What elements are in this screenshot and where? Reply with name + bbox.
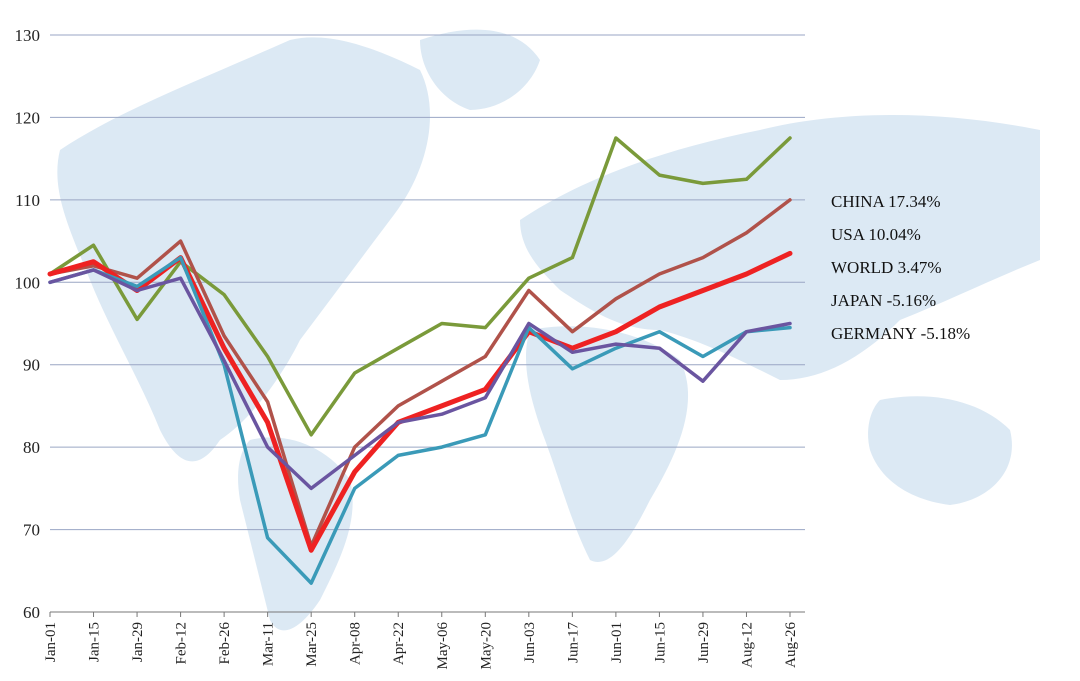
legend-item-usa: USA 10.04% <box>831 225 921 244</box>
x-tick-label: Aug-26 <box>783 622 799 668</box>
x-tick-label: Jun-01 <box>609 622 625 663</box>
series-line-japan <box>48 255 792 585</box>
x-tick-label: Aug-12 <box>739 622 755 668</box>
y-tick-label: 90 <box>23 356 40 375</box>
legend: CHINA 17.34% USA 10.04% WORLD 3.47% JAPAN -… <box>831 192 970 343</box>
y-tick-label: 110 <box>15 191 40 210</box>
x-tick-label: Mar-25 <box>304 622 320 667</box>
x-tick-label: May-20 <box>478 622 494 670</box>
x-axis-ticks: Jan-01 Jan-15 Jan-29 Feb-12 Feb-26 Mar-11 Mar-… <box>43 612 799 670</box>
series-line-usa <box>48 198 792 548</box>
x-tick-label: Jun-17 <box>565 622 581 663</box>
legend-item-japan: JAPAN -5.16% <box>831 291 936 310</box>
x-tick-label: Mar-11 <box>261 622 277 666</box>
y-tick-label: 120 <box>15 108 41 127</box>
x-tick-label: Jan-15 <box>87 622 103 662</box>
legend-item-world: WORLD 3.47% <box>831 258 941 277</box>
x-tick-label: Apr-22 <box>391 622 407 665</box>
y-tick-label: 60 <box>23 603 40 622</box>
x-tick-label: Jun-03 <box>522 622 538 663</box>
x-tick-label: Jan-29 <box>130 622 146 662</box>
y-tick-label: 80 <box>23 438 40 457</box>
x-tick-label: Jun-29 <box>696 622 712 663</box>
x-tick-label: May-06 <box>435 622 451 670</box>
x-tick-label: Feb-26 <box>217 622 233 665</box>
gridlines <box>50 34 805 531</box>
series-line-germany <box>48 268 792 491</box>
x-tick-label: Jan-01 <box>43 622 59 662</box>
y-axis-ticks: 60 70 80 90 100 110 120 130 <box>15 26 41 622</box>
y-tick-label: 70 <box>23 521 40 540</box>
x-tick-label: Jun-15 <box>652 622 668 663</box>
y-tick-label: 100 <box>15 273 41 292</box>
x-tick-label: Apr-08 <box>348 622 364 665</box>
series-lines <box>47 136 793 585</box>
y-tick-label: 130 <box>15 26 41 45</box>
legend-item-germany: GERMANY -5.18% <box>831 324 970 343</box>
legend-item-china: CHINA 17.34% <box>831 192 941 211</box>
x-tick-label: Feb-12 <box>174 622 190 665</box>
series-line-china <box>48 136 792 437</box>
